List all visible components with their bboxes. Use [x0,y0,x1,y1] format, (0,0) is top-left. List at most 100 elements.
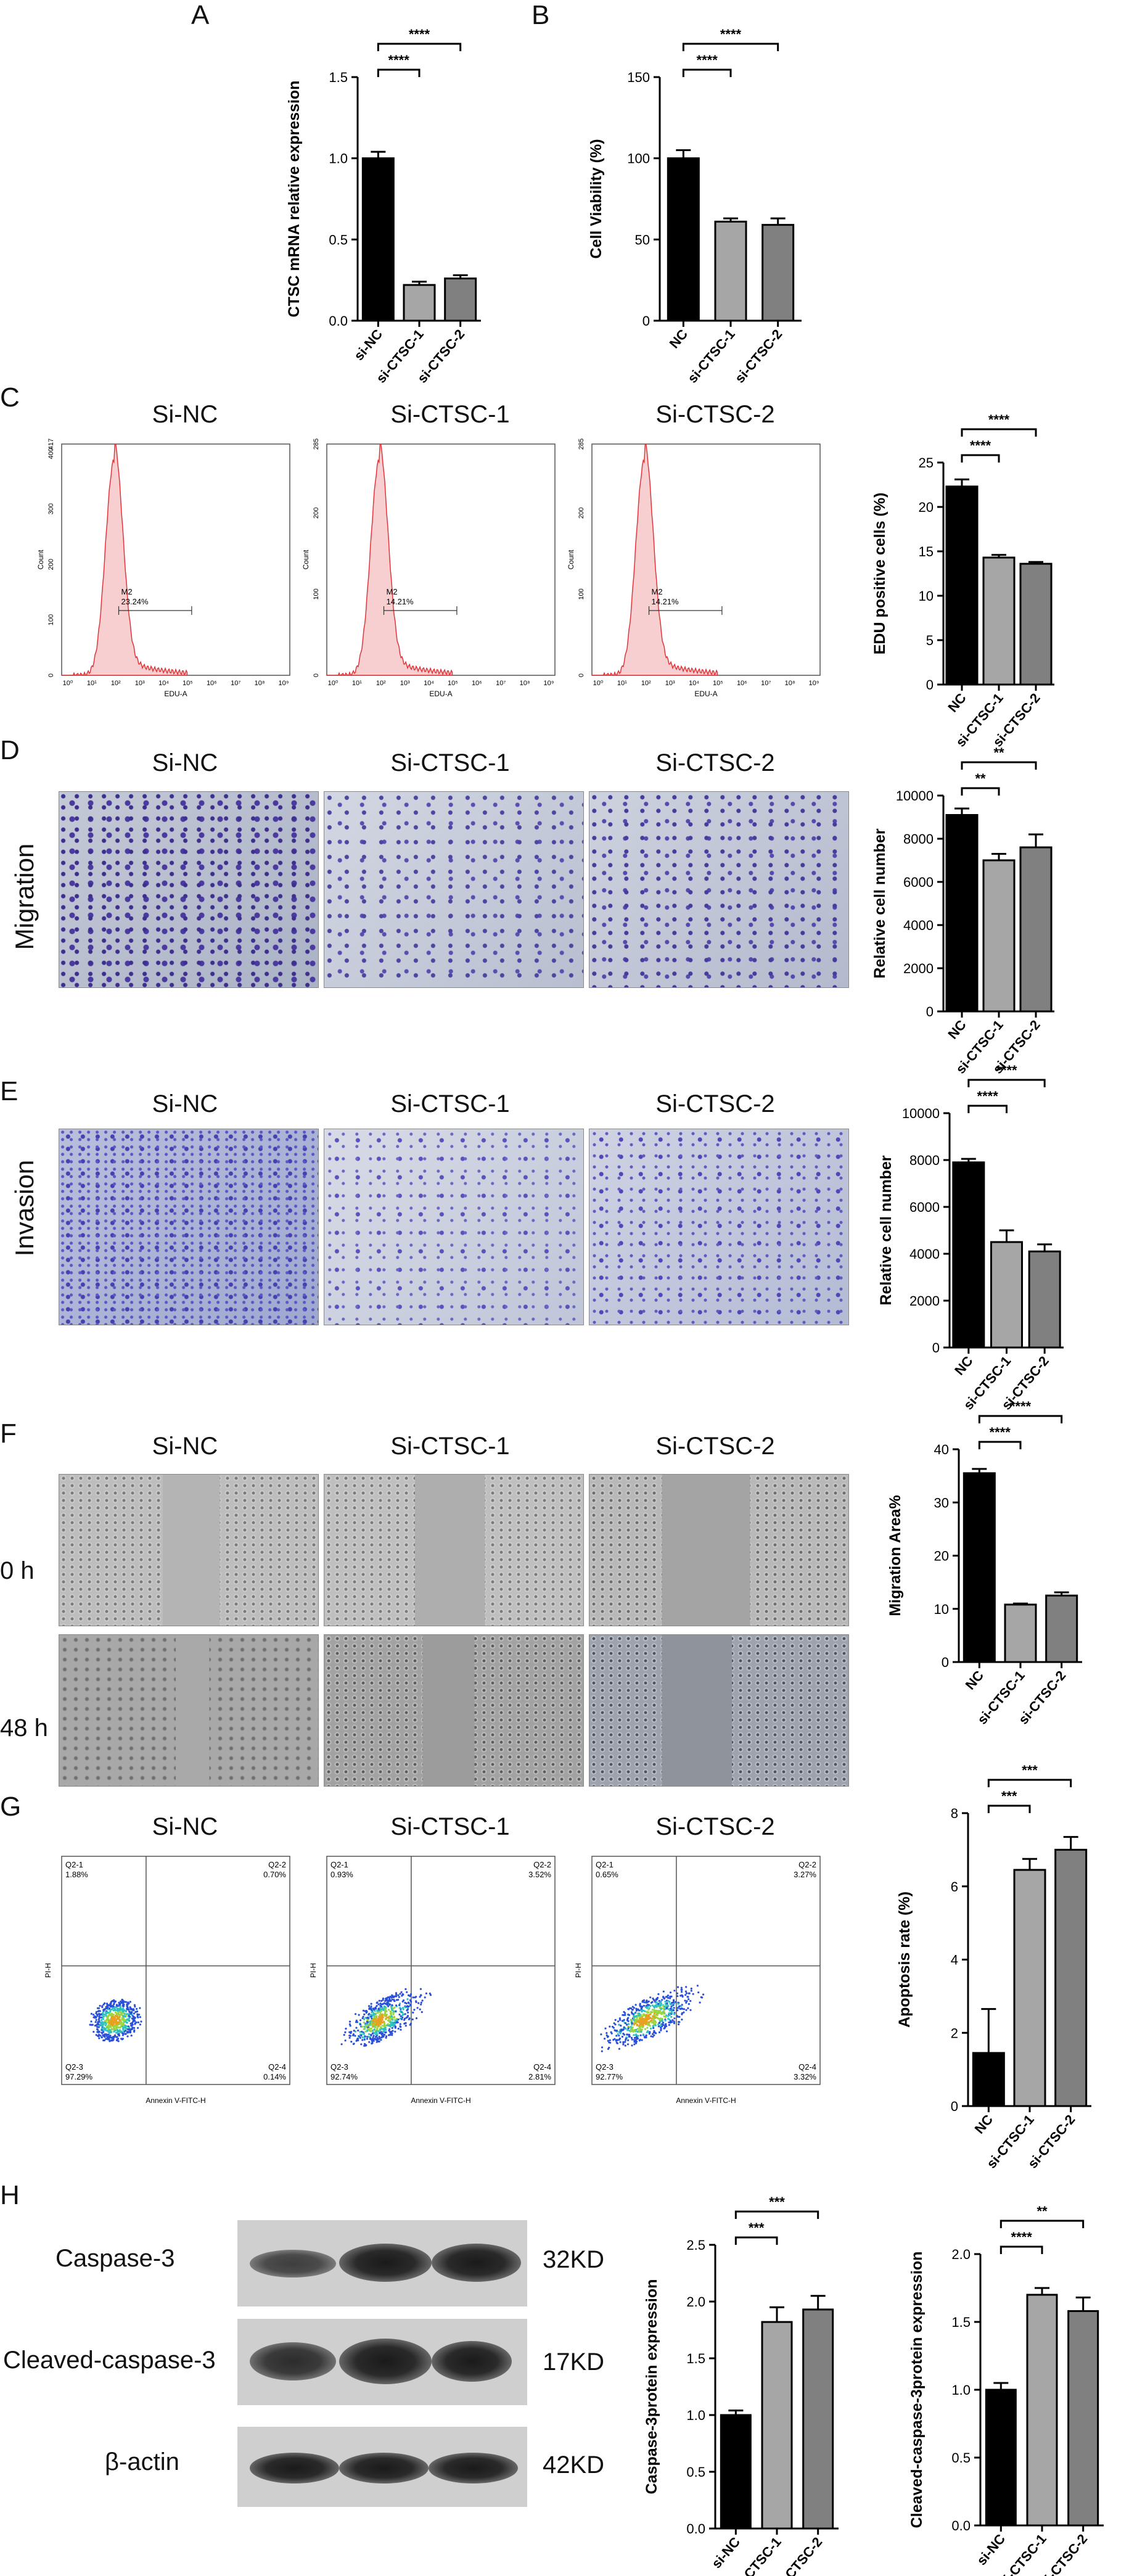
event-dot [425,1992,427,1994]
event-dot [377,2003,380,2006]
bar [761,224,795,322]
event-dot [126,2004,129,2006]
event-dot [642,2020,645,2022]
event-dot [406,1998,409,2001]
q4-value: 3.32% [794,2072,816,2081]
flow-frame [61,1856,290,2085]
event-dot [391,2032,393,2035]
event-dot [118,2003,121,2006]
event-dot [406,1991,408,1993]
event-dot [376,2039,379,2041]
x-tick-label: si-CTSC-2 [732,326,786,386]
gate-percent: 14.21% [652,597,679,606]
event-dot [108,2007,111,2010]
event-dot [362,2015,364,2018]
event-dot [365,2026,367,2028]
event-dot [371,2042,374,2044]
event-dot [664,2023,667,2026]
event-dot [384,2022,386,2025]
event-dot [131,2028,133,2030]
event-dot [633,2012,636,2015]
event-dot [387,2009,390,2011]
event-dot [123,2030,126,2033]
event-dot [123,2001,126,2003]
event-dot [384,2025,387,2027]
event-dot [355,2021,358,2023]
e-row-label-invasion: Invasion [10,1159,39,1257]
event-dot [692,1993,694,1995]
event-dot [121,2002,125,2004]
event-dot [364,2035,366,2038]
event-dot [364,2023,367,2026]
event-dot [369,2020,371,2023]
event-dot [627,2027,630,2030]
event-dot [109,2035,112,2037]
event-dot [661,1999,663,2001]
event-dot [380,2031,382,2033]
event-dot [395,2010,397,2012]
hist-y-tick-label: 285 [313,438,320,450]
y-tick-label: 2 [951,2025,958,2041]
y-tick-label: 2.0 [686,2294,705,2310]
event-dot [101,2014,104,2017]
event-dot [689,2009,692,2011]
event-dot [118,2033,120,2035]
event-dot [400,2010,402,2013]
event-dot [680,1991,683,1993]
event-dot [380,2008,383,2010]
event-dot [646,2004,649,2006]
event-dot [665,2025,668,2028]
event-dot [393,2006,396,2009]
event-dot [619,2032,622,2035]
event-dot [105,2002,109,2005]
event-dot [631,2038,633,2041]
event-dot [659,2004,661,2006]
event-dot [673,2021,675,2023]
event-dot [110,2028,113,2030]
event-dot [377,2010,380,2012]
event-dot [618,2038,620,2041]
event-dot [642,2033,644,2036]
bar [444,278,477,322]
event-dot [673,2017,676,2020]
event-dot [113,2002,115,2005]
histogram-curve [62,443,188,677]
event-dot [665,2016,667,2018]
event-dot [387,2024,389,2027]
event-dot [129,2031,131,2034]
bar [802,2308,834,2530]
event-dot [92,2014,95,2016]
event-dot [139,2016,141,2018]
event-dot [371,2014,373,2016]
event-dot [368,2033,371,2035]
event-dot [644,2010,646,2012]
event-dot [344,2031,347,2033]
event-dot [134,2020,136,2022]
event-dot [631,2022,633,2025]
bar [1054,1848,1088,2107]
event-dot [657,2002,660,2005]
event-dot [117,2021,120,2023]
hist-y-tick-label: 200 [313,508,320,519]
event-dot [635,2018,638,2021]
bar [952,1161,985,1349]
e-col-title-1: Si-NC [152,1090,218,1117]
event-dot [617,2020,620,2023]
event-dot [623,2018,625,2021]
event-dot [104,2033,106,2036]
event-dot [635,2015,638,2017]
f-col-title-1: Si-NC [152,1433,218,1460]
event-dot [97,2035,100,2038]
event-dot [618,2047,620,2050]
hist-y-tick-label: 200 [578,508,585,519]
significance-label: **** [996,1063,1017,1078]
event-dot [659,2022,661,2024]
d-col-title-3: Si-CTSC-2 [655,749,775,776]
event-dot [401,2018,403,2020]
event-dot [660,2023,662,2027]
event-dot [106,2004,109,2007]
event-dot [113,2028,116,2030]
hist-x-label: EDU-A [164,689,187,698]
y-tick-label: 0.0 [686,2521,705,2537]
event-dot [376,2027,379,2030]
